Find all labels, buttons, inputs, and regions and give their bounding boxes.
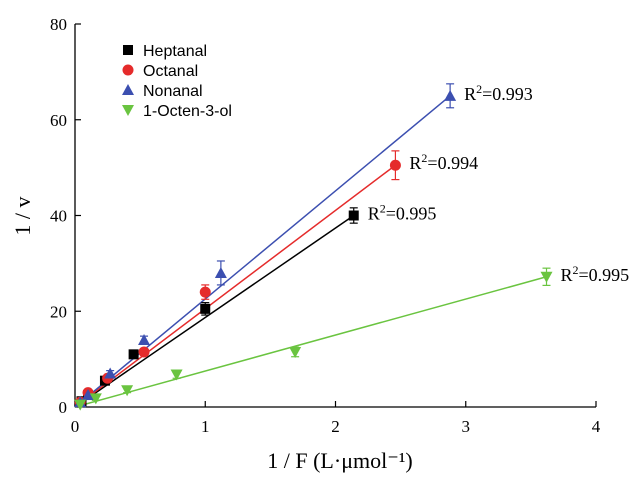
fit-line-nonanal xyxy=(74,95,451,408)
data-point-octanal xyxy=(138,346,150,358)
x-tick-label: 0 xyxy=(71,417,80,436)
r2-label-nonanal: R2=0.993 xyxy=(464,82,533,104)
data-markers xyxy=(74,89,553,411)
legend-label-heptanal: Heptanal xyxy=(143,43,207,60)
svg-text:1 / v: 1 / v xyxy=(10,196,35,235)
y-tick-label: 80 xyxy=(50,15,67,34)
data-point-nonanal xyxy=(444,89,457,101)
legend-label-octanal: Octanal xyxy=(143,63,198,80)
data-point-1-octen-3-ol xyxy=(121,385,134,397)
legend-marker-nonanal xyxy=(122,84,134,95)
data-point-1-octen-3-ol xyxy=(170,369,183,381)
y-tick-label: 0 xyxy=(59,398,68,417)
fit-line-octanal xyxy=(74,164,396,408)
x-tick-label: 1 xyxy=(201,417,210,436)
legend-entry-nonanal: Nonanal xyxy=(122,83,203,100)
legend-marker-octanal xyxy=(122,64,134,76)
data-point-heptanal xyxy=(200,303,211,314)
y-axis-ticks: 0 20 40 60 80 xyxy=(50,15,81,417)
r2-labels: R2=0.995 R2=0.994 R2=0.993 R2=0.995 xyxy=(368,82,629,285)
y-tick-label: 20 xyxy=(50,302,67,321)
data-point-heptanal xyxy=(128,349,139,360)
r2-label-octanal: R2=0.994 xyxy=(409,151,478,173)
x-axis-title: 1 / F (L·μmol⁻¹) xyxy=(267,448,413,473)
data-point-nonanal xyxy=(104,367,117,379)
r2-label-1-octen-3-ol: R2=0.995 xyxy=(561,263,630,285)
x-tick-label: 3 xyxy=(462,417,471,436)
legend-label-1-octen-3-ol: 1-Octen-3-ol xyxy=(143,103,232,120)
y-axis-title: 1 / v xyxy=(10,196,35,235)
data-point-nonanal xyxy=(214,266,227,278)
data-point-1-octen-3-ol xyxy=(74,399,87,411)
legend-marker-heptanal xyxy=(123,45,133,55)
x-tick-label: 4 xyxy=(592,417,601,436)
data-point-1-octen-3-ol xyxy=(89,393,102,405)
x-axis-ticks: 0 1 2 3 4 xyxy=(71,401,601,436)
legend-marker-1-octen-3-ol xyxy=(122,105,134,116)
plot-area: 0 1 2 3 4 0 20 40 60 80 R2=0.995 R2=0.994 R2=0.993… xyxy=(50,15,629,436)
legend: Heptanal Octanal Nonanal 1-Octen-3-ol xyxy=(122,43,232,120)
legend-entry-heptanal: Heptanal xyxy=(123,43,207,60)
fit-lines xyxy=(74,95,547,408)
legend-entry-octanal: Octanal xyxy=(122,63,198,80)
r2-label-heptanal: R2=0.995 xyxy=(368,202,437,224)
x-tick-label: 2 xyxy=(331,417,340,436)
data-point-heptanal xyxy=(348,210,359,221)
y-tick-label: 60 xyxy=(50,111,67,130)
fit-line-1-octen-3-ol xyxy=(74,276,547,408)
data-point-nonanal xyxy=(138,333,151,345)
fit-line-heptanal xyxy=(74,214,355,408)
data-point-1-octen-3-ol xyxy=(540,271,553,283)
data-point-octanal xyxy=(199,286,211,298)
data-point-nonanal xyxy=(82,389,95,401)
data-point-1-octen-3-ol xyxy=(289,346,302,358)
legend-entry-1-octen-3-ol: 1-Octen-3-ol xyxy=(122,103,232,120)
legend-label-nonanal: Nonanal xyxy=(143,83,203,100)
y-tick-label: 40 xyxy=(50,207,67,226)
data-point-octanal xyxy=(389,159,401,171)
